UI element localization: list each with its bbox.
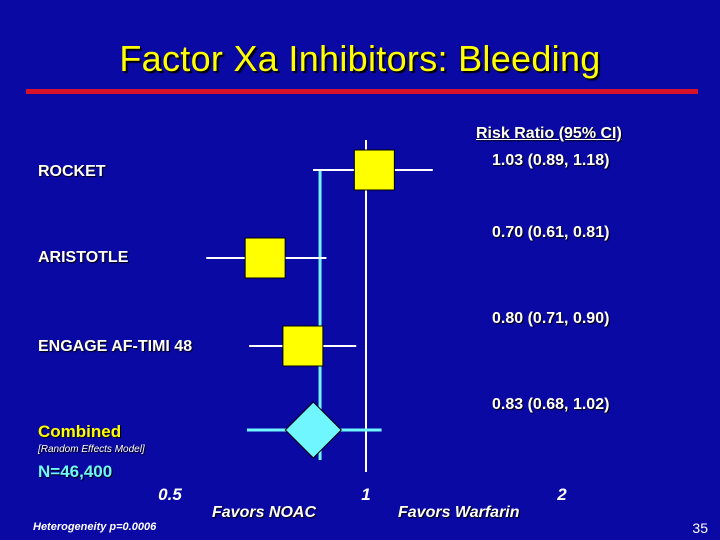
sample-size-text: N=46,400 (38, 462, 113, 481)
slide-number: 35 (692, 520, 708, 536)
study-label-rocket: ROCKET (38, 163, 106, 180)
x-tick-label-2: 2 (556, 485, 567, 504)
x-tick-label-0: 0.5 (158, 485, 182, 504)
ci-text-combined: 0.83 (0.68, 1.02) (492, 396, 610, 413)
ci-text-aristotle: 0.70 (0.61, 0.81) (492, 224, 610, 241)
study-marker-1 (244, 237, 286, 279)
favors-noac-label: Favors NOAC (212, 504, 317, 521)
ci-header: Risk Ratio (95% CI) (476, 125, 622, 142)
study-marker-0 (353, 149, 395, 191)
heterogeneity-text: Heterogeneity p=0.0006 (33, 521, 157, 533)
study-marker-2 (282, 325, 324, 367)
random-effects-note: [Random Effects Model] (38, 444, 145, 455)
ci-text-rocket: 1.03 (0.89, 1.18) (492, 152, 610, 169)
study-label-engage: ENGAGE AF-TIMI 48 (38, 338, 193, 355)
favors-warfarin-label: Favors Warfarin (398, 504, 520, 521)
study-label-aristotle: ARISTOTLE (38, 249, 129, 266)
title-divider (26, 89, 698, 94)
x-tick-label-1: 1 (361, 485, 370, 504)
study-label-combined: Combined (38, 422, 122, 441)
slide-title: Factor Xa Inhibitors: Bleeding (119, 38, 601, 79)
ci-text-engage: 0.80 (0.71, 0.90) (492, 310, 610, 327)
combined-marker (284, 401, 343, 459)
